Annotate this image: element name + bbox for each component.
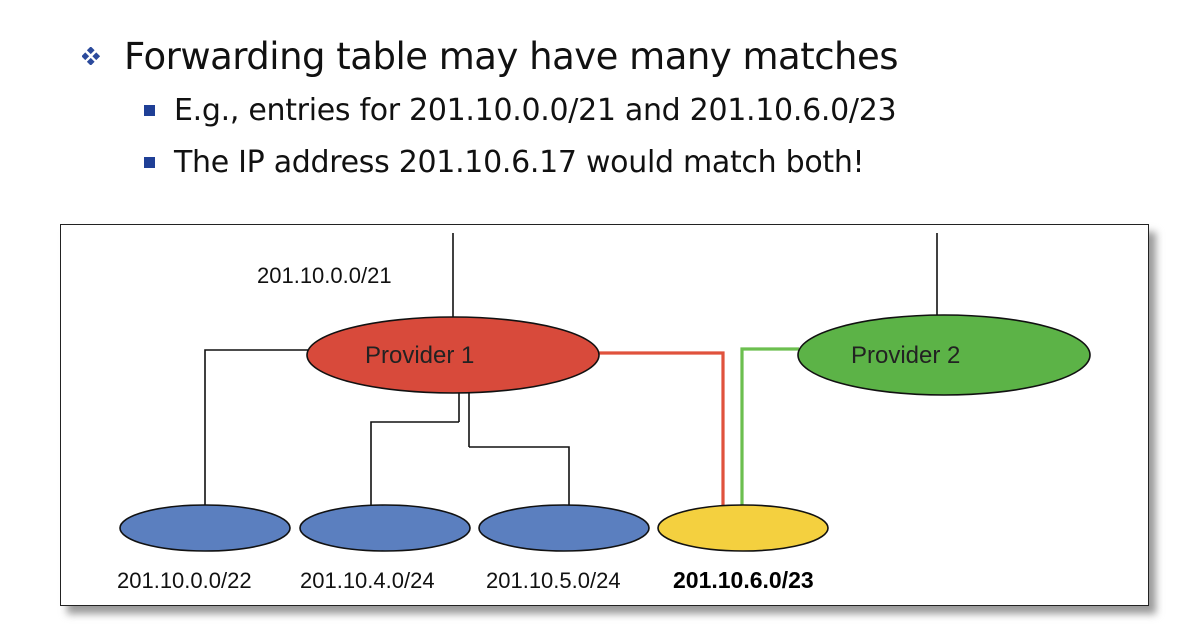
link-provider2-customer4-green	[740, 347, 799, 515]
provider2-label: Provider 2	[851, 342, 960, 369]
provider1-node	[306, 316, 600, 394]
customer2-label: 201.10.4.0/24	[300, 568, 435, 593]
provider1-label: Provider 1	[365, 342, 474, 369]
top-prefix-label: 201.10.0.0/21	[257, 263, 392, 288]
bullet-sub-1: E.g., entries for 201.10.0.0/21 and 201.…	[144, 89, 897, 131]
customer4-node	[657, 504, 829, 552]
bullet-sub-2: The IP address 201.10.6.17 would match b…	[144, 141, 865, 183]
diamond-bullet-icon	[82, 47, 100, 65]
link-provider1-customer3	[469, 446, 570, 515]
square-bullet-icon	[144, 104, 155, 116]
square-bullet-icon	[144, 156, 155, 168]
network-diagram: 201.10.0.0/21 Provider 1 Provider 2 201.…	[60, 224, 1149, 606]
customer3-node	[478, 504, 650, 552]
bullet-main: Forwarding table may have many matches	[82, 32, 899, 80]
customer3-label: 201.10.5.0/24	[486, 568, 621, 593]
bullet-main-text: Forwarding table may have many matches	[124, 34, 899, 78]
customer2-node	[299, 504, 471, 552]
link-provider1-customer2	[370, 421, 459, 515]
network-diagram-svg: 201.10.0.0/21 Provider 1 Provider 2 201.…	[117, 233, 1091, 593]
customer1-label: 201.10.0.0/22	[117, 568, 252, 593]
bullet-sub-2-text: The IP address 201.10.6.17 would match b…	[174, 144, 865, 180]
bullet-list: Forwarding table may have many matches E…	[0, 0, 1204, 200]
customer1-node	[119, 504, 291, 552]
link-provider1-customer4-red	[599, 351, 725, 515]
customer4-label: 201.10.6.0/23	[673, 567, 814, 593]
provider2-node	[797, 314, 1091, 396]
link-provider1-customer1	[204, 349, 321, 515]
bullet-sub-1-text: E.g., entries for 201.10.0.0/21 and 201.…	[174, 92, 897, 128]
